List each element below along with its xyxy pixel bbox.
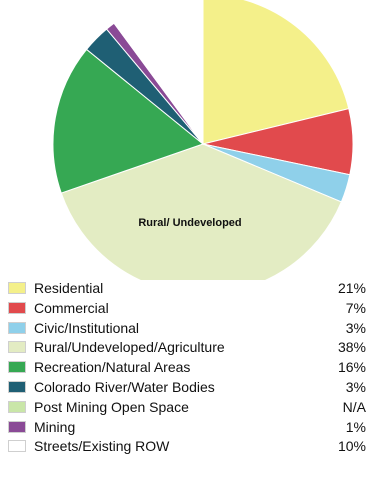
legend-label: Post Mining Open Space [34, 398, 189, 415]
legend-label: Recreation/Natural Areas [34, 359, 191, 376]
slice-label-rural: Rural/ Undeveloped [138, 217, 241, 229]
pie-chart: Rural/ Undeveloped [52, 0, 354, 280]
legend-label: Mining [34, 418, 76, 435]
legend-label: Streets/Existing ROW [34, 438, 170, 455]
legend-value: N/A [342, 398, 366, 415]
legend-swatch [8, 380, 26, 393]
legend-item-mining: Mining 1% [8, 418, 366, 438]
pie-slice-recreation-natural-areas [52, 48, 205, 194]
legend-swatch [8, 341, 26, 354]
legend-label: Colorado River/Water Bodies [34, 378, 215, 395]
legend-label: Rural/Undeveloped/Agriculture [34, 339, 225, 356]
legend-swatch [8, 400, 26, 413]
legend-item-recreation-natural-areas: Recreation/Natural Areas 16% [8, 358, 366, 378]
legend-item-streets-existing-row: Streets/Existing ROW 10% [8, 437, 366, 457]
legend-label: Civic/Institutional [34, 319, 140, 336]
legend-value: 7% [345, 299, 366, 316]
legend-value: 10% [337, 438, 366, 455]
legend-swatch [8, 321, 26, 334]
legend-label: Residential [34, 280, 104, 296]
legend-item-colorado-river-water-bodies: Colorado River/Water Bodies 3% [8, 378, 366, 398]
legend-item-residential: Residential 21% [8, 279, 366, 299]
legend-item-rural-undeveloped-agriculture: Rural/Undeveloped/Agriculture 38% [8, 338, 366, 358]
legend-swatch [8, 440, 26, 453]
legend-value: 21% [337, 280, 366, 296]
legend-label: Commercial [34, 299, 109, 316]
pie-slices [52, 0, 354, 280]
legend-swatch [8, 420, 26, 433]
legend-value: 16% [337, 359, 366, 376]
legend-swatch [8, 361, 26, 374]
pie-slice-residential [202, 0, 350, 145]
legend-item-post-mining-open-space: Post Mining Open Space N/A [8, 398, 366, 418]
pie-slice-streets-existing-row [113, 0, 204, 146]
legend-value: 38% [337, 339, 366, 356]
legend-swatch [8, 282, 26, 294]
legend-item-commercial: Commercial 7% [8, 299, 366, 319]
legend-value: 3% [345, 319, 366, 336]
legend: Residential 21% Commercial 7% Civic/Institut… [8, 279, 366, 457]
pie-slice-rural-undeveloped-agriculture [60, 143, 343, 280]
legend-swatch [8, 301, 26, 314]
legend-value: 3% [345, 378, 366, 395]
legend-item-civic-institutional: Civic/Institutional 3% [8, 319, 366, 339]
legend-value: 1% [345, 418, 366, 435]
